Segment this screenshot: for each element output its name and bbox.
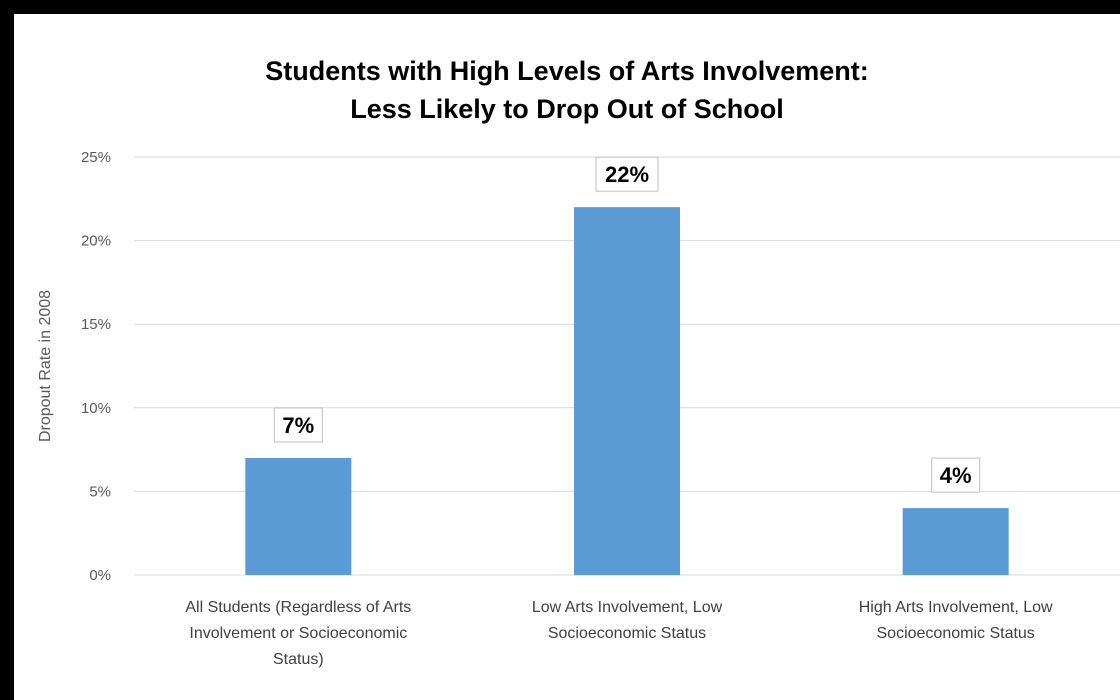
- x-category-label: High Arts Involvement, Low Socioeconomic …: [806, 595, 1106, 647]
- data-label: 7%: [282, 413, 314, 438]
- y-tick-label: 5%: [89, 483, 111, 500]
- chart-plot: 0% 5% 10% 15% 20% 25% Dropout Rate in 2008 7% 22…: [37, 149, 1120, 584]
- x-category-label-line: Involvement or Socioeconomic: [189, 625, 408, 642]
- chart-title-line-2: Less Likely to Drop Out of School: [350, 94, 784, 124]
- x-category-label-line: High Arts Involvement, Low: [858, 599, 1053, 616]
- x-category-label-line: All Students (Regardless of Arts: [185, 599, 412, 616]
- x-category-label-line: Socioeconomic Status: [547, 625, 707, 642]
- x-category-label-line: Low Arts Involvement, Low: [531, 599, 723, 616]
- chart-title-line-1: Students with High Levels of Arts Involv…: [265, 56, 869, 86]
- x-category-label: Low Arts Involvement, Low Socioeconomic S…: [477, 595, 777, 647]
- chart-frame: Students with High Levels of Arts Involv…: [14, 14, 1120, 700]
- x-category-label-line: Socioeconomic Status: [876, 625, 1035, 642]
- chart-title: Students with High Levels of Arts Involv…: [14, 52, 1120, 128]
- data-label-box: [931, 457, 981, 493]
- data-label: 22%: [605, 162, 649, 187]
- data-label-box: [273, 407, 323, 443]
- y-tick-label: 15%: [81, 316, 111, 333]
- y-tick-label: 10%: [81, 400, 111, 417]
- bar: [574, 207, 680, 575]
- y-tick-label: 25%: [81, 149, 111, 166]
- bar: [245, 457, 352, 575]
- data-label: 4%: [940, 463, 972, 488]
- y-tick-label: 0%: [89, 567, 111, 584]
- data-label-box: [595, 156, 659, 192]
- y-tick-label: 20%: [81, 233, 111, 250]
- x-category-label-line: Status): [272, 651, 324, 668]
- y-axis-label: Dropout Rate in 2008: [37, 290, 54, 442]
- x-category-label: All Students (Regardless of Arts Involvem…: [148, 595, 448, 673]
- bar: [902, 508, 1009, 575]
